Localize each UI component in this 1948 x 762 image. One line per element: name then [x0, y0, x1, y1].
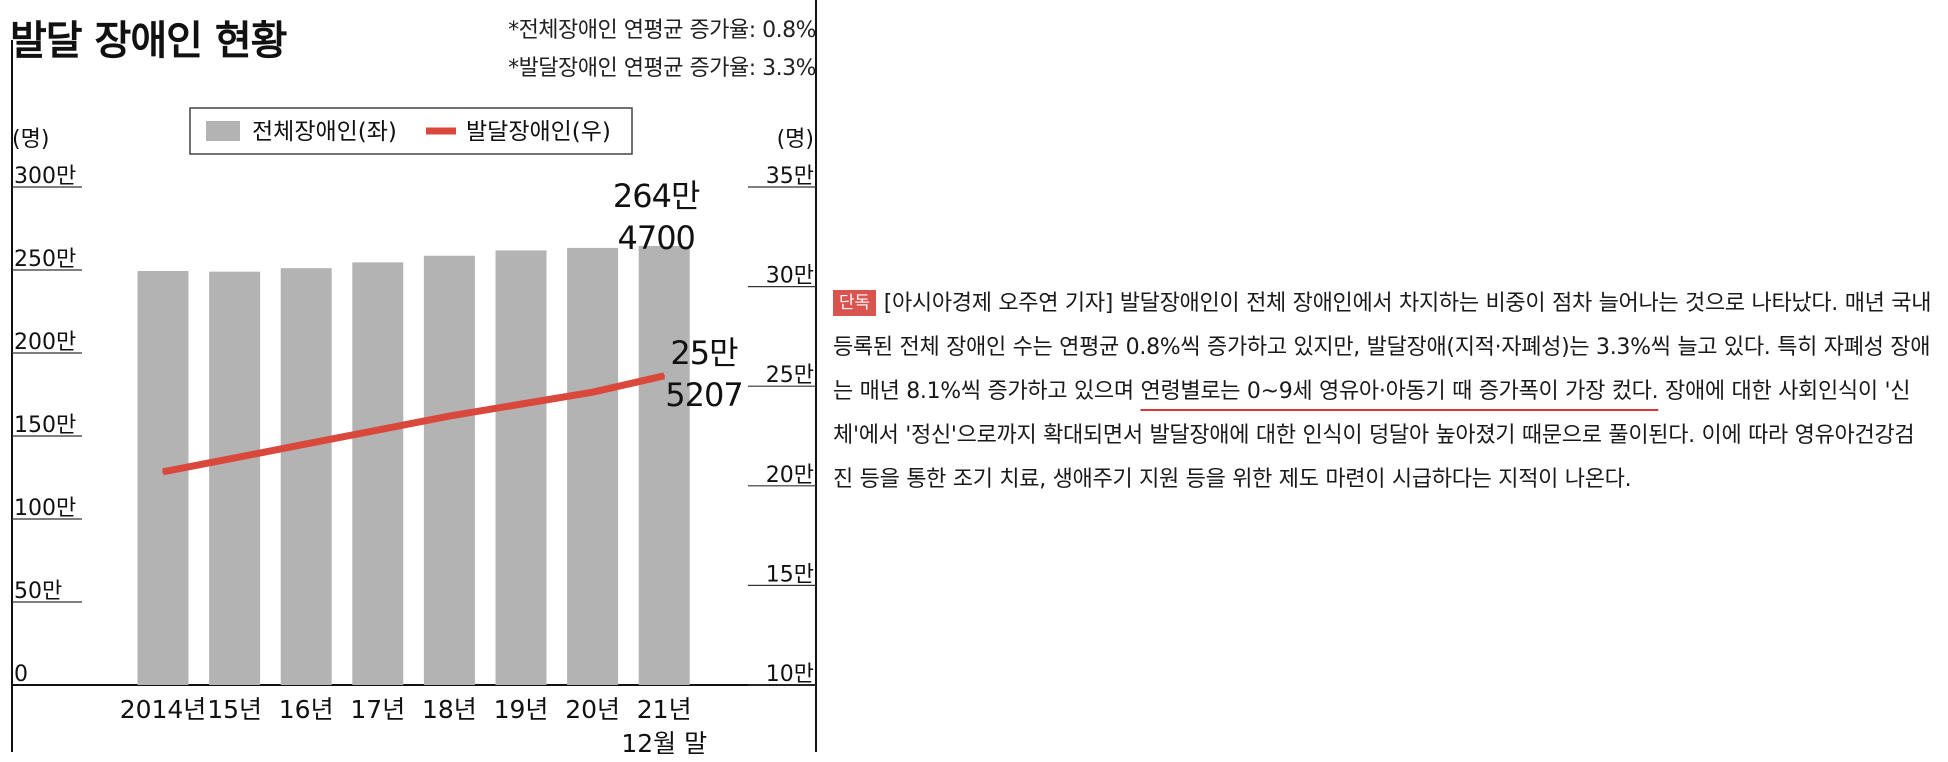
line-series [162, 372, 665, 476]
bar [209, 271, 261, 685]
right-tick-label: 25만 [766, 363, 814, 388]
x-tick-label: 12월 말 [621, 729, 707, 758]
legend-bar-label: 전체장애인(좌) [252, 119, 397, 145]
bar-data-label: 264만 [613, 177, 700, 215]
x-tick-label: 21년 [637, 695, 692, 724]
legend-bar-swatch [206, 121, 240, 141]
bar-data-label: 4700 [617, 219, 694, 257]
left-tick-label: 200만 [14, 330, 76, 355]
bar [423, 255, 475, 685]
bar [352, 262, 404, 685]
line-point [448, 415, 451, 418]
line-point [376, 429, 379, 432]
x-tick-label: 17년 [350, 695, 405, 724]
line-data-label: 5207 [665, 376, 742, 414]
exclusive-badge: 단독 [833, 290, 876, 316]
bar [137, 270, 189, 685]
chart-figure: 0 50만 100만 150만 200만 250만 300만 (명) 10만 15만 20만 25만 3… [11, 0, 817, 758]
line-point [520, 403, 522, 406]
bar [638, 245, 690, 685]
right-axis-unit: (명) [777, 127, 814, 152]
line-point [305, 442, 308, 445]
x-tick-label: 18년 [422, 695, 477, 724]
left-tick-label: 50만 [14, 579, 62, 604]
line-data-label: 25만 [670, 334, 738, 372]
article-highlight: 연령별로는 0~9세 영유아·아동기 때 증가폭이 가장 컸다. [1140, 379, 1659, 404]
right-tick-label: 20만 [766, 463, 814, 488]
line-point [233, 456, 236, 459]
left-tick-label: 150만 [14, 413, 76, 438]
right-tick-label: 10만 [766, 662, 814, 687]
x-tick-label: 16년 [279, 695, 334, 724]
right-tick-label: 15만 [766, 562, 814, 587]
left-tick-label: 300만 [14, 164, 76, 189]
chart-note-total: *전체장애인 연평균 증가율: 0.8% [508, 18, 816, 43]
right-tick-label: 30만 [766, 264, 814, 289]
legend-line-label: 발달장애인(우) [466, 119, 611, 145]
chart-title: 발달 장애인 현황 [10, 18, 287, 64]
article-text-before: [아시아경제 오주연 기자] 발달장애인이 전체 장애인에서 차지하는 비중이 … [833, 291, 1932, 404]
line-point [162, 470, 164, 473]
bar [280, 268, 332, 685]
right-tick-label: 35만 [766, 164, 814, 189]
bar [567, 247, 619, 685]
x-tick-label: 2014년 [120, 695, 207, 724]
bar [495, 250, 547, 686]
chart-note-developmental: *발달장애인 연평균 증가율: 3.3% [508, 56, 816, 81]
x-tick-label: 20년 [565, 695, 620, 724]
left-tick-label: 250만 [14, 247, 76, 272]
article-body: 단독 [아시아경제 오주연 기자] 발달장애인이 전체 장애인에서 차지하는 비중… [833, 282, 1933, 502]
line-point [663, 374, 666, 377]
legend-box [189, 107, 633, 155]
left-axis-unit: (명) [12, 127, 49, 152]
x-tick-label: 19년 [494, 695, 549, 724]
x-tick-label: 15년 [207, 695, 262, 724]
left-tick-label: 100만 [14, 496, 76, 521]
line-point [591, 391, 594, 394]
article-text-after: 장애에 대한 사회인식이 '신체'에서 '정신'으로까지 확대되면서 발달장애에… [833, 379, 1915, 492]
chart-panel: 0 50만 100만 150만 200만 250만 300만 (명) 10만 15만 20만 25만 3… [0, 0, 820, 762]
left-tick-label: 0 [14, 662, 28, 687]
